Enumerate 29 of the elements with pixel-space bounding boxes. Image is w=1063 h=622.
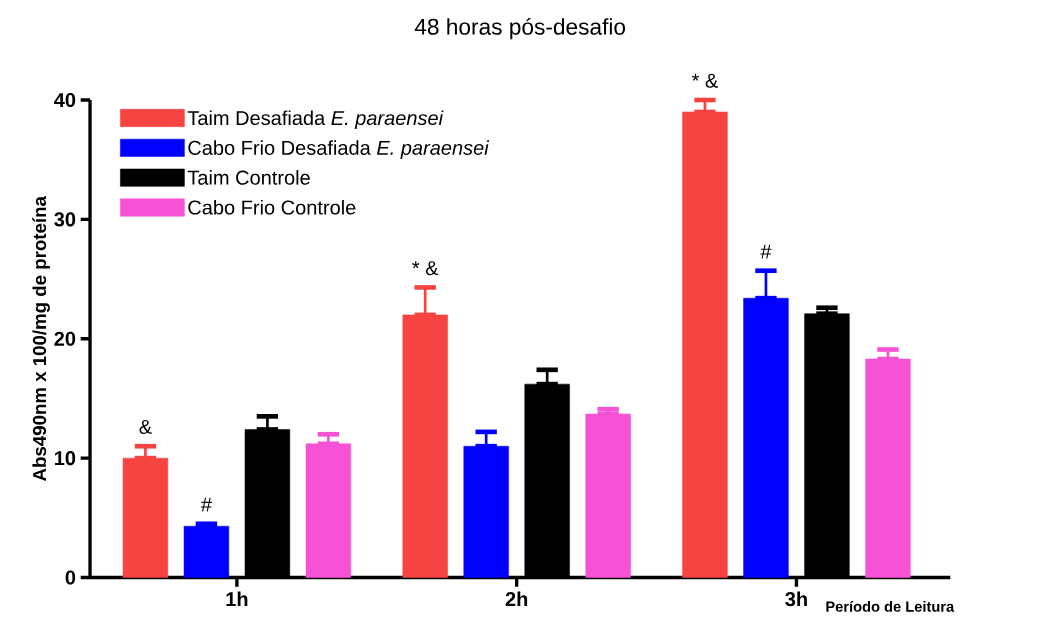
y-axis-title: Abs490nm x 100/mg de proteína [32,196,50,482]
y-tick-label: 40 [54,93,76,108]
bar [305,443,352,579]
legend-label: Cabo Frio Desafiada E. paraensei [188,140,490,160]
bar [585,413,631,579]
y-tick-label: 0 [65,570,76,585]
bar [183,526,230,579]
bar [122,458,169,579]
bar [682,111,728,579]
x-tick-label: 2h [505,591,528,607]
annotation: * & [412,261,439,276]
legend-label: Taim Desafiada E. paraensei [187,110,444,130]
bar [463,446,509,579]
annotation: # [200,498,212,512]
bar [743,298,789,579]
annotation: & [139,420,152,435]
text: * & [691,73,718,88]
y-tick-label: 20 [54,331,76,347]
legend-label: Taim Controle [187,170,310,185]
annotation: # [760,245,772,259]
y-tick-label: 10 [54,451,76,466]
bar [402,314,448,579]
y-tick-label: 30 [54,212,76,227]
legend-label: Cabo Frio Controle [188,200,356,215]
x-tick-label: 3h [785,591,807,607]
chart-title: 48 horas pós-desafio [414,18,626,40]
x-axis-title: Período de Leitura [826,601,955,613]
x-tick-label: 1h [226,591,248,607]
bar [865,359,911,579]
